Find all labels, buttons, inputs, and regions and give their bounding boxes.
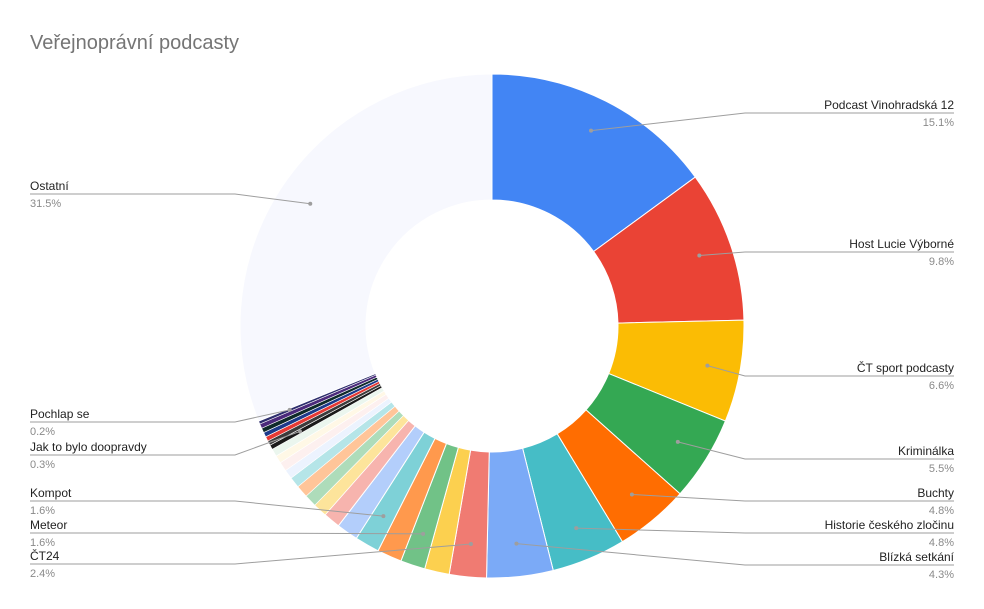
slice-percent: 1.6% [30,505,55,517]
leader-line [30,532,424,535]
slice-percent: 31.5% [30,198,61,210]
slice-percent: 15.1% [923,117,954,129]
leader-line [576,527,954,534]
slice-percent: 4.3% [929,569,954,581]
leader-line [707,365,954,377]
leader-line [30,543,471,565]
slice-label: Blízká setkání [879,550,954,564]
slice-label: Buchty [917,486,954,500]
leader-line [30,500,384,517]
leader-line [677,441,954,460]
leader-line [516,543,954,566]
slice-percent: 2.4% [30,568,55,580]
slice-percent: 0.2% [30,426,55,438]
slice-label: ČT sport podcasty [857,360,954,375]
slice-label: Host Lucie Výborné [849,237,954,251]
slice-percent: 1.6% [30,537,55,549]
chart-title: Veřejnoprávní podcasty [30,32,239,54]
slice-percent: 0.3% [30,459,55,471]
leader-line [30,409,290,423]
leader-line [699,251,954,256]
leader-line [30,193,311,205]
slice-labels: Podcast Vinohradská 12 15.1% Host Lucie Vý… [30,98,955,581]
leader-line [631,493,954,502]
slice-podcast-vinohradsk-12[interactable] [491,73,696,253]
slice-percent: 4.8% [929,537,954,549]
slice-percent: 4.8% [929,505,954,517]
slice-label: Pochlap se [30,407,90,421]
leader-line [590,112,954,132]
slice-label: Jak to bylo doopravdy [30,440,147,454]
slice-ostatn[interactable] [239,73,493,422]
leader-line [30,430,301,456]
slice-percent: 5.5% [929,463,954,475]
slice-label: Meteor [30,518,67,532]
slice-label: Historie českého zločinu [825,518,954,532]
slice-label: Podcast Vinohradská 12 [824,98,954,112]
slice-percent: 6.6% [929,380,954,392]
slice-label: Kompot [30,486,72,500]
slice-percent: 9.8% [929,256,954,268]
slice-label: Ostatní [30,179,69,193]
donut-slices [239,73,745,579]
slice-label: Kriminálka [898,444,954,458]
slice-label: ČT24 [30,548,60,563]
